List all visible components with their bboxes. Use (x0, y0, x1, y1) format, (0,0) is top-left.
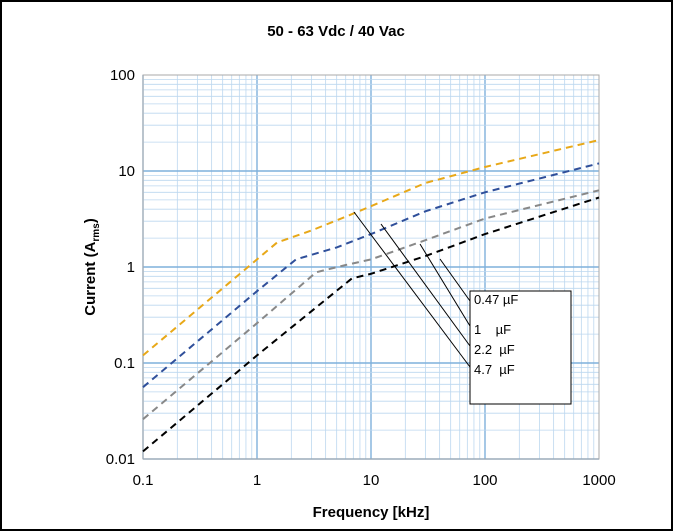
legend-label: 0.47 µF (474, 292, 518, 307)
plot-area-border (142, 74, 600, 460)
series-line-3 (142, 189, 600, 420)
x-tick-label: 0.1 (133, 472, 154, 489)
legend-leader-line (439, 258, 471, 302)
chart-title: 50 - 63 Vdc / 40 Vac (267, 23, 405, 40)
series-layer (142, 139, 600, 453)
y-axis-title-main: Current (A (82, 241, 99, 315)
legend-label: 4.7 µF (474, 362, 515, 377)
y-tick-label: 1 (127, 259, 135, 276)
x-tick-label: 1 (253, 472, 261, 489)
series-line-1 (142, 139, 600, 357)
x-tick-label: 100 (472, 472, 497, 489)
y-axis-title-sub: rms (91, 223, 102, 242)
y-tick-label: 0.01 (106, 451, 135, 468)
x-tick-label: 1000 (582, 472, 615, 489)
x-tick-labels: 0.1 1 10 100 1000 (133, 472, 616, 489)
x-tick-label: 10 (363, 472, 380, 489)
y-tick-label: 100 (110, 67, 135, 84)
legend: 0.47 µF 1 µF 2.2 µF 4.7 µF (353, 211, 572, 405)
legend-leader-line (380, 223, 471, 347)
legend-label: 2.2 µF (474, 342, 515, 357)
legend-leader-line (419, 243, 471, 327)
series-line-4 (142, 196, 600, 453)
x-axis-title: Frequency [kHz] (313, 504, 430, 521)
y-tick-label: 10 (118, 163, 135, 180)
series-line-2 (142, 162, 600, 388)
legend-label: 1 µF (474, 322, 511, 337)
y-tick-labels: 0.01 0.1 1 10 100 (106, 67, 135, 468)
legend-box (469, 290, 572, 405)
legend-leader-line (353, 211, 471, 368)
y-tick-label: 0.1 (114, 355, 135, 372)
y-axis-title-close: ) (82, 218, 99, 223)
y-axis-title: Current (Arms) (82, 218, 102, 316)
